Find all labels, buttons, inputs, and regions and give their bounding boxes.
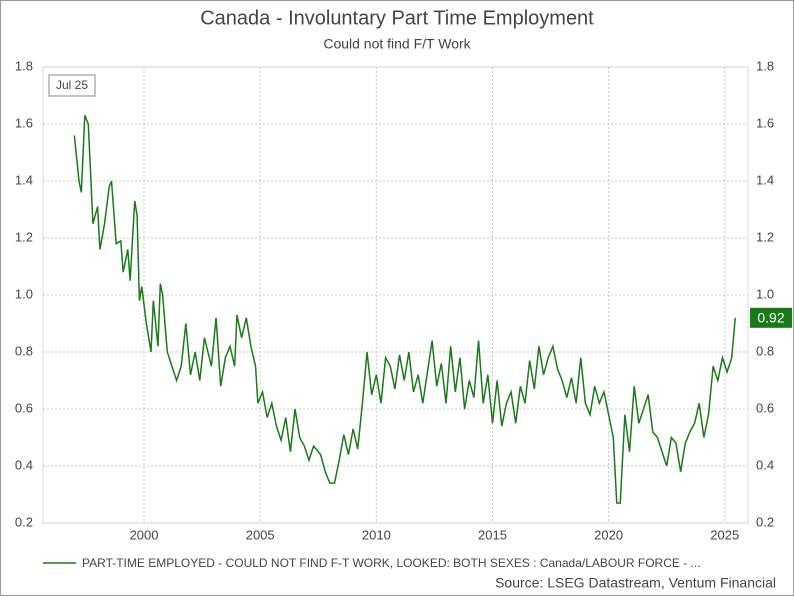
date-label: Jul 25 (56, 78, 88, 92)
y2-tick-label: 1.6 (756, 115, 774, 130)
series-line (73, 115, 736, 504)
y-tick-label: 0.2 (15, 514, 33, 529)
x-tick-label: 2000 (130, 527, 159, 542)
date-box (48, 74, 96, 97)
x-tick-label: 2005 (246, 527, 275, 542)
y2-tick-label: 1.4 (756, 172, 774, 187)
y2-tick-label: 1.2 (756, 229, 774, 244)
end-value-box (750, 307, 792, 328)
x-tick-label: 2025 (710, 527, 739, 542)
source: Source: LSEG Datastream, Ventum Financia… (495, 575, 776, 591)
y-tick-label: 0.6 (15, 400, 33, 415)
y2-tick-label: 0.2 (756, 514, 774, 529)
y2-tick-label: 1.8 (756, 58, 774, 73)
y2-tick-label: 0.6 (756, 400, 774, 415)
chart-subtitle: Could not find F/T Work (323, 36, 471, 52)
chart-title: Canada - Involuntary Part Time Employmen… (200, 7, 594, 29)
y-tick-label: 1.4 (15, 172, 33, 187)
y-tick-label: 1.0 (15, 286, 33, 301)
x-tick-label: 2010 (362, 527, 391, 542)
legend-label: PART-TIME EMPLOYED - COULD NOT FIND F-T … (82, 556, 701, 570)
end-value-label: 0.92 (757, 310, 784, 326)
y2-tick-label: 0.4 (756, 457, 774, 472)
y2-tick-label: 0.8 (756, 343, 774, 358)
y2-tick-label: 1.0 (756, 286, 774, 301)
x-tick-label: 2020 (594, 527, 623, 542)
y-tick-label: 1.8 (15, 58, 33, 73)
y-tick-label: 0.4 (15, 457, 33, 472)
y-tick-label: 0.8 (15, 343, 33, 358)
y-tick-label: 1.2 (15, 229, 33, 244)
x-tick-label: 2015 (478, 527, 507, 542)
y-tick-label: 1.6 (15, 115, 33, 130)
